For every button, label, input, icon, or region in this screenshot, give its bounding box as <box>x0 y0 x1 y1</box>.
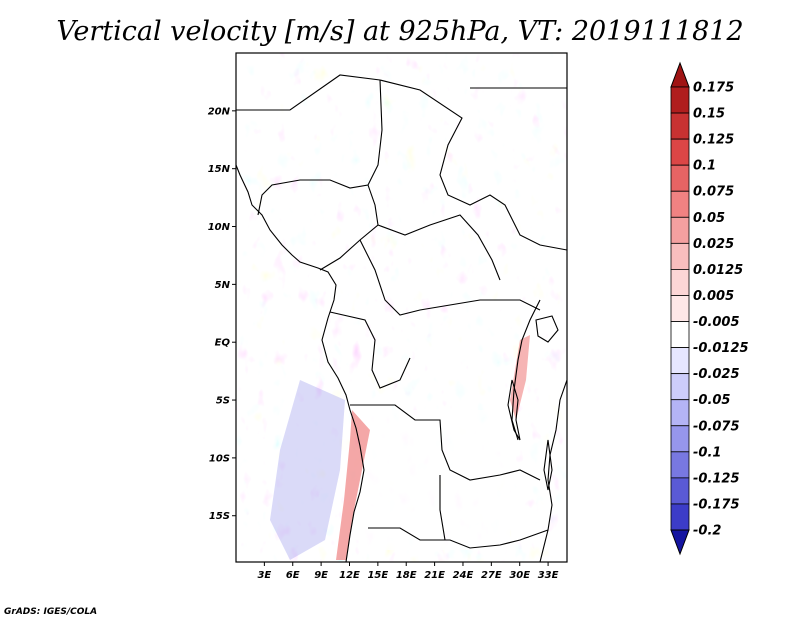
border-5 <box>359 239 541 316</box>
lat-tick-label: 5N <box>215 280 231 291</box>
lake-tanganyika <box>507 379 521 441</box>
rift-updraft-band <box>510 335 530 420</box>
colorbar-label: 0.025 <box>693 237 734 252</box>
lat-tick-label: 10S <box>209 453 230 464</box>
lat-tick-label: 15S <box>209 511 230 522</box>
map-panel <box>235 52 568 563</box>
coastline-west-africa <box>236 164 365 562</box>
colorbar-top-arrow <box>670 61 690 88</box>
map-title: Vertical velocity [m/s] at 925hPa, VT: 2… <box>56 16 743 47</box>
lon-tick-label: 9E <box>314 570 328 581</box>
colorbar-label: 0.1 <box>693 159 716 174</box>
border-8 <box>368 527 549 549</box>
ocean-downdraft-band <box>270 380 345 560</box>
colorbar-swatch <box>670 269 690 296</box>
colorbar-swatch <box>670 295 690 322</box>
map-frame <box>235 52 568 563</box>
dry-interior-region <box>360 410 510 550</box>
colorbar-label: -0.05 <box>693 393 730 408</box>
colorbar-label: 0.175 <box>693 81 734 96</box>
border-3 <box>319 184 379 271</box>
colorbar-swatch <box>670 399 690 427</box>
colorbar-label: -0.2 <box>693 524 721 539</box>
lat-tick-label: 20N <box>208 106 231 117</box>
colorbar: 0.175 0.15 0.125 0.1 0.075 0.05 0.025 0.0125 0.0… <box>670 61 749 556</box>
colorbar-swatch <box>670 503 690 531</box>
colorbar-swatch <box>670 373 690 401</box>
colorbar-label: -0.125 <box>693 471 740 486</box>
border-4 <box>377 214 501 281</box>
grads-credit: GrADS: IGES/COLA <box>4 607 97 617</box>
lon-tick-label: 3E <box>257 570 271 581</box>
lon-tick-label: 27E <box>481 570 502 581</box>
colorbar-swatch <box>670 138 690 166</box>
colorbar-label: 0.05 <box>693 211 725 226</box>
colorbar-swatch <box>670 216 690 244</box>
lake-victoria <box>535 315 559 343</box>
border-9 <box>439 475 446 541</box>
colorbar-swatch <box>670 477 690 505</box>
longitude-axis: 3E 6E 9E 12E 15E 18E 21E 24E 27E 30E 33E <box>257 562 559 581</box>
coastline-east <box>539 379 567 562</box>
lat-tick-label: 10N <box>208 222 231 233</box>
latitude-axis: 20N 15N 10N 5N EQ 5S 10S 15S <box>208 106 236 522</box>
lon-tick-label: 18E <box>396 570 417 581</box>
boundaries <box>236 74 567 562</box>
colorbar-swatch <box>670 425 690 453</box>
colorbar-swatch <box>670 164 690 192</box>
lat-tick-label: 5S <box>216 396 230 407</box>
colorbar-label: 0.15 <box>693 107 725 122</box>
colorbar-label: -0.0125 <box>693 341 749 356</box>
lon-tick-label: 33E <box>538 570 559 581</box>
lon-tick-label: 30E <box>509 570 530 581</box>
colorbar-swatch <box>670 190 690 218</box>
border-7 <box>350 404 541 481</box>
colorbar-swatch <box>670 321 690 348</box>
colorbar-swatch <box>670 112 690 140</box>
border-1 <box>236 74 567 251</box>
lon-tick-label: 15E <box>367 570 388 581</box>
colorbar-label: 0.075 <box>693 185 734 200</box>
colorbar-label: 0.005 <box>693 289 734 304</box>
lon-tick-label: 6E <box>286 570 300 581</box>
lon-tick-label: 24E <box>453 570 474 581</box>
colorbar-label: -0.005 <box>693 315 740 330</box>
lake-malawi <box>543 439 553 491</box>
colorbar-bottom-arrow <box>670 529 690 556</box>
border-2 <box>257 79 383 216</box>
colorbar-label: -0.075 <box>693 419 740 434</box>
lon-tick-label: 21E <box>424 570 445 581</box>
colorbar-label: 0.0125 <box>693 263 743 278</box>
coastal-updraft-band <box>336 410 370 560</box>
colorbar-swatch <box>670 242 690 270</box>
colorbar-label: 0.125 <box>693 133 734 148</box>
colorbar-label: -0.025 <box>693 367 740 382</box>
colorbar-swatch <box>670 347 690 375</box>
lat-tick-label: 15N <box>208 164 231 175</box>
border-6 <box>329 311 411 389</box>
colorbar-swatch <box>670 451 690 479</box>
colorbar-label: -0.175 <box>693 497 740 512</box>
colorbar-label: -0.1 <box>693 445 721 460</box>
lat-tick-label: EQ <box>215 338 231 349</box>
lon-tick-label: 12E <box>339 570 360 581</box>
colorbar-swatch <box>670 86 690 114</box>
